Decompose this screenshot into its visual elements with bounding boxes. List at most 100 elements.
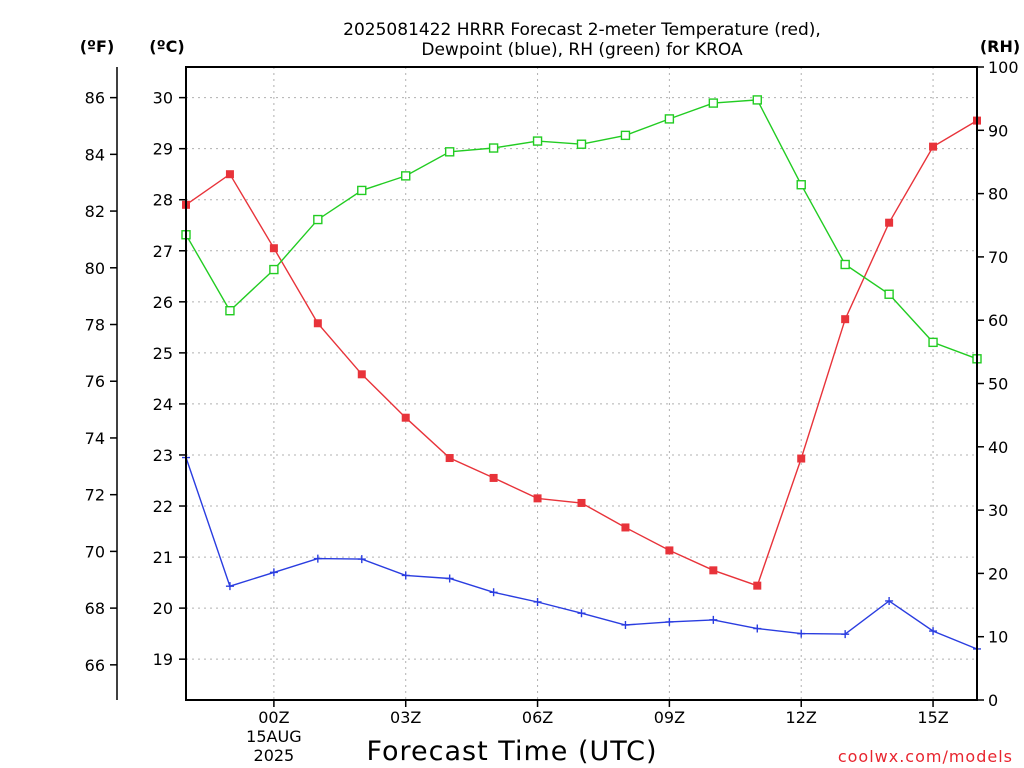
- temperature-point: [929, 142, 938, 151]
- rh-tick-label: 60: [988, 311, 1008, 330]
- celsius-tick-label: 22: [153, 497, 173, 516]
- temperature-point: [445, 454, 454, 463]
- x-tick-label: 03Z: [390, 708, 421, 727]
- dewpoint-point: [225, 582, 234, 591]
- x-tick-label: 09Z: [654, 708, 685, 727]
- temperature-point: [665, 546, 674, 555]
- rh-point: [269, 264, 279, 275]
- dewpoint-line: [185, 457, 978, 650]
- celsius-tick-label: 23: [153, 446, 173, 465]
- temperature-point: [225, 170, 234, 179]
- fahrenheit-tick-label: 70: [85, 542, 105, 561]
- rh-tick-label: 40: [988, 438, 1008, 457]
- temperature-point: [357, 370, 366, 379]
- temperature-point: [577, 498, 586, 507]
- x-tick-label: 00Z: [258, 708, 289, 727]
- temperature-point: [753, 581, 762, 590]
- celsius-tick-label: 24: [153, 395, 173, 414]
- temperature-point: [269, 244, 278, 253]
- fahrenheit-tick-label: 66: [85, 656, 105, 675]
- rh-tick-label: 0: [988, 691, 998, 710]
- rh-point: [225, 306, 235, 316]
- dewpoint-point: [753, 624, 762, 633]
- celsius-tick-label: 20: [153, 599, 173, 618]
- rh-tick-label: 80: [988, 185, 1008, 204]
- temperature-point: [621, 523, 630, 532]
- celsius-tick-label: 27: [153, 242, 173, 261]
- fahrenheit-tick-label: 78: [85, 316, 105, 335]
- series-layer: [181, 95, 982, 653]
- rh-tick-label: 10: [988, 628, 1008, 647]
- temperature-point: [709, 566, 718, 575]
- fahrenheit-tick-label: 82: [85, 202, 105, 221]
- temperature-point: [489, 473, 498, 482]
- dewpoint-point: [401, 571, 410, 580]
- rh-point: [313, 214, 323, 225]
- dewpoint-point: [445, 574, 454, 583]
- temperature-point: [533, 494, 542, 503]
- temperature-point: [885, 218, 894, 227]
- celsius-tick-label: 26: [153, 293, 173, 312]
- fahrenheit-tick-label: 74: [85, 429, 105, 448]
- rh-unit-label: (RH): [980, 37, 1020, 56]
- dewpoint-point: [577, 609, 586, 618]
- dewpoint-point: [665, 617, 674, 626]
- axes: 19 20 21 22 23 24 25 26 27 28 29 30 66 68 70 72 74 76 78 80…: [85, 58, 1019, 765]
- fahrenheit-tick-label: 86: [85, 89, 105, 108]
- dewpoint-point: [621, 620, 630, 629]
- celsius-tick-label: 25: [153, 344, 173, 363]
- x-axis-title: Forecast Time (UTC): [366, 736, 657, 767]
- dewpoint-point: [885, 596, 894, 605]
- x-tick-label: 06Z: [522, 708, 553, 727]
- x-year-label: 2025: [254, 746, 295, 765]
- dewpoint-point: [709, 615, 718, 624]
- rh-point: [664, 114, 675, 124]
- rh-point: [357, 185, 367, 196]
- dewpoint-point: [533, 597, 542, 606]
- rh-point: [840, 259, 850, 270]
- celsius-tick-label: 28: [153, 191, 173, 210]
- plot-frame: [185, 66, 978, 701]
- temperature-point: [401, 413, 410, 422]
- rh-tick-label: 90: [988, 121, 1008, 140]
- rh-point: [576, 139, 587, 149]
- rh-point: [620, 130, 631, 141]
- rh-tick-label: 100: [988, 58, 1019, 77]
- x-tick-label: 15Z: [917, 708, 948, 727]
- temperature-point: [841, 315, 850, 324]
- rh-point: [444, 147, 455, 157]
- rh-point: [928, 337, 938, 348]
- rh-point: [401, 171, 411, 181]
- x-tick-label: 12Z: [786, 708, 817, 727]
- rh-line: [185, 99, 978, 360]
- celsius-tick-label: 21: [153, 548, 173, 567]
- fahrenheit-tick-label: 80: [85, 259, 105, 278]
- dewpoint-point: [489, 588, 498, 597]
- dewpoint-point: [313, 554, 322, 563]
- celsius-tick-label: 29: [153, 140, 173, 159]
- rh-point: [532, 136, 543, 146]
- rh-tick-label: 50: [988, 375, 1008, 394]
- fahrenheit-unit-label: (ºF): [80, 37, 115, 56]
- dewpoint-point: [269, 568, 278, 577]
- rh-tick-label: 20: [988, 564, 1008, 583]
- temperature-point: [313, 319, 322, 328]
- celsius-unit-label: (ºC): [149, 37, 184, 56]
- rh-tick-label: 70: [988, 248, 1008, 267]
- dewpoint-point: [841, 630, 850, 639]
- dewpoint-point: [929, 627, 938, 636]
- fahrenheit-tick-label: 84: [85, 145, 105, 164]
- rh-point: [884, 289, 894, 299]
- fahrenheit-tick-label: 72: [85, 486, 105, 505]
- x-date-label: 15AUG: [246, 727, 301, 746]
- dewpoint-point: [357, 555, 366, 564]
- chart-title-line1: 2025081422 HRRR Forecast 2-meter Tempera…: [343, 20, 821, 40]
- dewpoint-point: [797, 629, 806, 638]
- grid-lines: [186, 67, 977, 700]
- celsius-tick-label: 19: [153, 650, 173, 669]
- rh-point: [752, 95, 762, 105]
- rh-point: [708, 98, 719, 108]
- temperature-point: [797, 454, 806, 463]
- fahrenheit-tick-label: 76: [85, 372, 105, 391]
